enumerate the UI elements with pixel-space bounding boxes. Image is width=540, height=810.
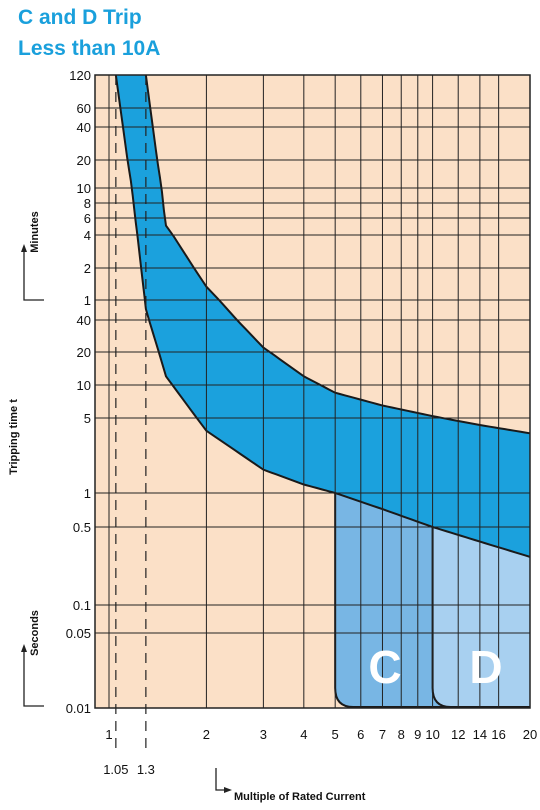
y-tick-label: 0.1 xyxy=(73,598,91,613)
minutes-arrow xyxy=(21,244,44,301)
y-tick-label: 5 xyxy=(84,411,91,426)
x-tick-label: 20 xyxy=(523,727,537,742)
y-axis-label: Tripping time t xyxy=(8,399,20,475)
x-axis-label: Multiple of Rated Current xyxy=(234,791,366,803)
x-tick-label: 4 xyxy=(300,727,307,742)
x-axis-arrow xyxy=(215,768,232,793)
x-tick-label: 12 xyxy=(451,727,465,742)
x-tick-label-extra: 1.05 xyxy=(103,762,128,777)
y-tick-label: 60 xyxy=(77,101,91,116)
y-tick-label: 120 xyxy=(69,68,91,83)
x-tick-label: 16 xyxy=(491,727,505,742)
plot-frame xyxy=(94,74,531,709)
y-tick-label: 2 xyxy=(84,261,91,276)
y-tick-label: 40 xyxy=(77,120,91,135)
x-tick-label: 14 xyxy=(473,727,487,742)
y-tick-label: 10 xyxy=(77,378,91,393)
zone-d-label: D xyxy=(469,641,502,693)
y-tick-label: 6 xyxy=(84,211,91,226)
y-tick-label: 0.01 xyxy=(66,701,91,716)
x-tick-label: 5 xyxy=(332,727,339,742)
x-tick-label: 8 xyxy=(398,727,405,742)
lower-curve xyxy=(114,74,531,558)
chart-title-line1: C and D Trip xyxy=(18,6,142,29)
y-tick-label: 4 xyxy=(84,228,91,243)
zone-d-area xyxy=(432,527,530,707)
x-tick-label: 2 xyxy=(203,727,210,742)
y-tick-label: 0.5 xyxy=(73,520,91,535)
seconds-arrow xyxy=(21,644,44,707)
x-tick-label-extra: 1.3 xyxy=(137,762,155,777)
y-tick-label: 20 xyxy=(77,153,91,168)
y-tick-label: 0.05 xyxy=(66,626,91,641)
x-tick-label: 1 xyxy=(105,727,112,742)
y-tick-label: 10 xyxy=(77,181,91,196)
y-tick-label: 8 xyxy=(84,196,91,211)
zone-c-label: C xyxy=(368,641,401,693)
x-tick-label: 6 xyxy=(357,727,364,742)
x-tick-label: 7 xyxy=(379,727,386,742)
x-tick-label: 3 xyxy=(260,727,267,742)
y-tick-label: 40 xyxy=(77,313,91,328)
chart-title-line2: Less than 10A xyxy=(18,37,161,60)
x-tick-label: 9 xyxy=(414,727,421,742)
y-tick-label: 20 xyxy=(77,345,91,360)
trip-band xyxy=(115,75,531,557)
y-tick-label: 1 xyxy=(84,486,91,501)
y-tick-label: 1 xyxy=(84,293,91,308)
y-unit-seconds-label: Seconds xyxy=(29,610,41,656)
x-tick-label: 10 xyxy=(425,727,439,742)
y-unit-minutes-label: Minutes xyxy=(29,211,41,253)
